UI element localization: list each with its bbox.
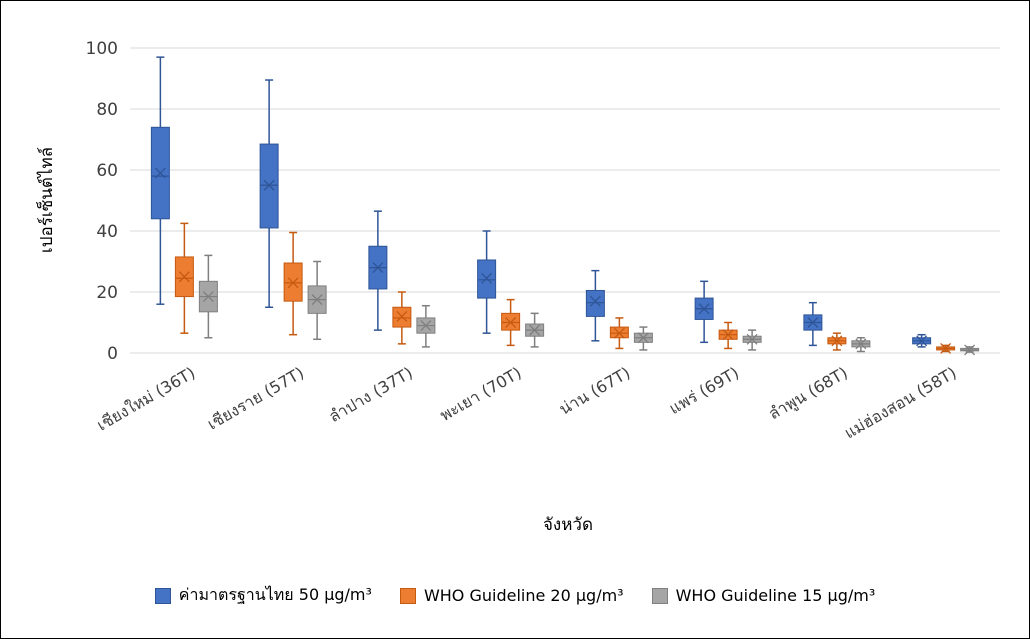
y-tick-label: 80 — [96, 100, 118, 120]
box-plot — [284, 233, 302, 335]
box-plot — [695, 281, 713, 342]
box-plot — [526, 313, 544, 347]
box-plots — [151, 57, 978, 355]
y-tick-labels: 0 20 40 60 80 100 — [86, 39, 118, 364]
box-plot — [852, 338, 870, 352]
box-plot — [586, 271, 604, 341]
legend-swatch-gray — [652, 588, 668, 604]
legend-swatch-orange — [400, 588, 416, 604]
x-category-label: เชียงราย (57T) — [204, 363, 307, 434]
box-plot — [308, 262, 326, 340]
legend-item-thai-standard: ค่ามาตรฐานไทย 50 μg/m³ — [155, 583, 372, 608]
x-category-label: ลำพูน (68T) — [765, 363, 851, 424]
x-category-label: แพร่ (69T) — [666, 363, 742, 418]
box-plot — [913, 335, 931, 347]
y-tick-label: 60 — [96, 161, 118, 181]
legend-label: ค่ามาตรฐานไทย 50 μg/m³ — [179, 583, 372, 608]
legend-label: WHO Guideline 15 μg/m³ — [676, 586, 876, 605]
legend-item-who-20: WHO Guideline 20 μg/m³ — [400, 586, 624, 605]
legend-item-who-15: WHO Guideline 15 μg/m³ — [652, 586, 876, 605]
legend-swatch-blue — [155, 588, 171, 604]
box-plot — [743, 330, 761, 350]
y-tick-label: 20 — [96, 283, 118, 303]
box-plot — [151, 57, 169, 304]
y-tick-label: 100 — [86, 39, 118, 59]
y-tick-label: 0 — [107, 344, 118, 364]
box-plot — [393, 292, 411, 344]
box-plot — [634, 327, 652, 350]
legend: ค่ามาตรฐานไทย 50 μg/m³ WHO Guideline 20 … — [0, 583, 1030, 608]
x-category-label: เชียงใหม่ (36T) — [94, 363, 199, 435]
y-axis-title: เปอร์เซ็นต์ไทล์ — [35, 147, 57, 253]
y-tick-label: 40 — [96, 222, 118, 242]
box-plot — [369, 211, 387, 330]
x-category-label: พะเยา (70T) — [437, 363, 525, 425]
box-plot — [610, 318, 628, 349]
x-axis-title: จังหวัด — [543, 515, 593, 535]
box-plot — [828, 333, 846, 350]
box-plot — [175, 223, 193, 333]
legend-label: WHO Guideline 20 μg/m³ — [424, 586, 624, 605]
x-category-label: ลำปาง (37T) — [325, 363, 415, 426]
box-plot — [199, 255, 217, 337]
box-plot — [417, 306, 435, 347]
x-category-label: น่าน (67T) — [556, 363, 634, 419]
box-plot — [719, 323, 737, 349]
box-plot — [804, 303, 822, 346]
x-category-labels: เชียงใหม่ (36T) เชียงราย (57T) ลำปาง (37T)… — [94, 363, 960, 442]
box-plot — [478, 231, 496, 333]
x-category-label: แม่ฮ่องสอน (58T) — [841, 363, 960, 442]
box-plot — [502, 300, 520, 346]
box-plot — [260, 80, 278, 307]
box — [586, 290, 604, 316]
box-plot — [937, 343, 955, 353]
